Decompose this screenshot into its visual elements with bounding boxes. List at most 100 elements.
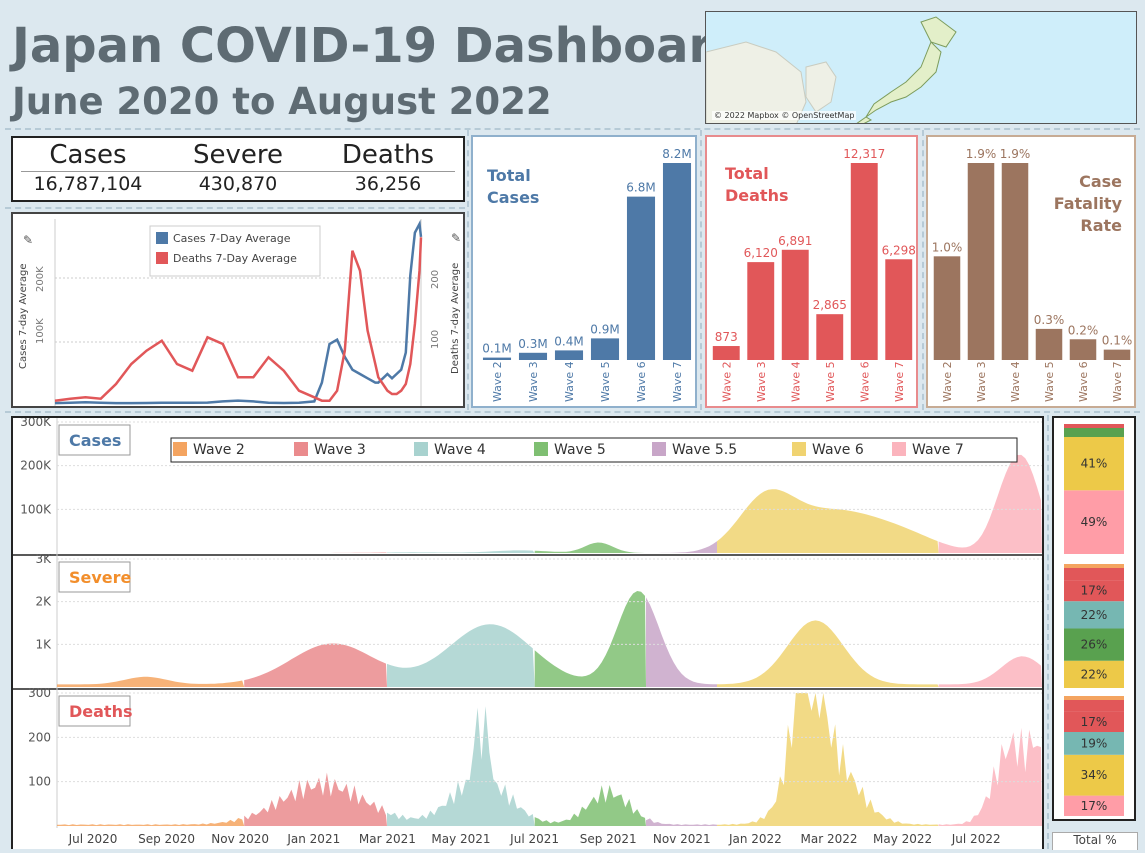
x-tick-label: Jan 2021 — [286, 832, 340, 846]
total-pct-panel[interactable]: 49% 41% 22% 26% 22% 17% 17% 34% 19% 17% — [1052, 416, 1136, 821]
stack-label: 17% — [1081, 584, 1108, 598]
y-tick-label: 300K — [20, 418, 52, 429]
x-tick-label: Wave 2 — [720, 361, 733, 402]
panel-label: Deaths — [69, 702, 133, 721]
bar-value-label: 6,891 — [778, 234, 812, 248]
wave-area — [938, 454, 1042, 553]
wave-area — [938, 656, 1042, 687]
divider — [5, 128, 1140, 130]
wave-area — [244, 552, 387, 553]
legend-swatch — [534, 442, 548, 456]
legend-label: Wave 6 — [812, 442, 864, 458]
legend-swatch — [414, 442, 428, 456]
stack-segment-other — [1064, 696, 1124, 700]
map-svg — [706, 16, 957, 123]
divider — [5, 411, 1140, 413]
stack-label: 22% — [1081, 667, 1108, 681]
legend-label: Wave 5.5 — [672, 442, 737, 458]
stack-label: 19% — [1081, 736, 1108, 750]
x-tick-label: Wave 4 — [789, 361, 802, 402]
legend-label: Wave 3 — [314, 442, 366, 458]
total-cases-chart[interactable]: Total Cases 0.1M Wave 2 0.3M Wave 3 0.4M Wave … — [471, 135, 697, 408]
y-tick-label: 100K — [20, 502, 52, 516]
x-tick-label: Nov 2021 — [653, 832, 711, 846]
stack-label: 49% — [1081, 515, 1108, 529]
bar — [967, 163, 995, 360]
stack-segment — [1064, 795, 1124, 816]
y-axis-label-right: Deaths 7-day Average — [450, 263, 461, 374]
bar — [1001, 163, 1029, 360]
divider — [467, 130, 469, 410]
divider — [5, 207, 465, 209]
bar-value-label: 0.2% — [1068, 323, 1099, 337]
y-axis-label-left: Cases 7-day Average — [18, 264, 29, 369]
y-tick-label: 2K — [35, 595, 52, 609]
stack-segment — [1064, 754, 1124, 796]
legend-swatch — [173, 442, 187, 456]
stack-segment — [1064, 732, 1124, 755]
cfr-svg: 1.0% Wave 2 1.9% Wave 3 1.9% Wave 4 0.3% Wave 5… — [932, 147, 1133, 402]
bar — [554, 350, 584, 360]
bar — [747, 262, 775, 360]
x-tick-label: Wave 4 — [1009, 361, 1022, 402]
x-tick-label: Mar 2021 — [359, 832, 416, 846]
japan-map[interactable]: © 2022 Mapbox © OpenStreetMap — [705, 11, 1137, 124]
y-tick-label: 200K — [20, 459, 52, 473]
x-tick-label: Wave 3 — [527, 361, 540, 402]
stack-label: 41% — [1081, 457, 1108, 471]
panel-label: Cases — [69, 431, 121, 450]
x-tick-label: Wave 7 — [893, 361, 906, 402]
wave-area — [646, 541, 717, 553]
stack-segment — [1064, 437, 1124, 491]
bar — [816, 314, 844, 360]
total-cases-title: Total Cases — [487, 166, 540, 207]
bar-value-label: 0.3% — [1034, 313, 1065, 327]
wave-area — [244, 772, 387, 826]
case-fatality-rate-chart[interactable]: Case Fatality Rate 1.0% Wave 2 1.9% Wave 3 1.9… — [926, 135, 1136, 408]
panel-label-box — [58, 424, 131, 456]
stack-segment — [1064, 628, 1124, 661]
bar-value-label: 0.1% — [1102, 334, 1133, 348]
wave-area — [534, 542, 646, 553]
x-tick-label: Jul 2021 — [509, 832, 559, 846]
bar — [781, 249, 809, 360]
x-tick-label: Wave 5 — [1043, 361, 1056, 402]
bar-value-label: 0.9M — [590, 322, 619, 336]
total-deaths-title: Total Deaths — [725, 164, 789, 205]
bar — [662, 163, 692, 360]
x-tick-label: Wave 2 — [941, 361, 954, 402]
seven-day-average-chart[interactable]: ✎ ✎ Cases 7-day Average Deaths 7-day Ave… — [11, 212, 465, 408]
kpi-panel: Cases 16,787,104 Severe 430,870 Deaths 3… — [11, 136, 465, 202]
cases-line — [54, 219, 423, 405]
bar-value-label: 873 — [715, 330, 738, 344]
wave-area — [387, 550, 535, 553]
bar — [590, 338, 620, 360]
divider — [922, 130, 924, 410]
legend-swatch — [294, 442, 308, 456]
x-tick-label: Wave 3 — [755, 361, 768, 402]
x-tick-label: Sep 2020 — [138, 832, 195, 846]
x-tick-label: Wave 7 — [1111, 361, 1124, 402]
x-tick-label: Wave 3 — [975, 361, 988, 402]
wave-area — [57, 676, 245, 687]
stack-label: 26% — [1081, 638, 1108, 652]
wave-area-chart[interactable]: 100K 200K 300K Cases 1K 2K 3K Severe 100 200 300 De… — [11, 415, 1044, 849]
legend-label: Wave 2 — [193, 442, 245, 458]
y-tick-right: 100 — [430, 330, 441, 349]
bar-value-label: 12,317 — [843, 147, 885, 161]
stack-segment-other — [1064, 424, 1124, 428]
bar — [933, 256, 961, 360]
kpi-deaths-value: 36,256 — [354, 173, 422, 195]
stack-segment — [1064, 490, 1124, 554]
total-deaths-chart[interactable]: Total Deaths 873 Wave 2 6,120 Wave 3 6,891 Wav… — [705, 135, 918, 408]
y-tick-left: 100K — [35, 318, 46, 344]
page-subtitle: June 2020 to August 2022 — [12, 80, 552, 123]
pin-icon: ✎ — [23, 233, 33, 247]
panel-label-box — [58, 561, 131, 593]
y-tick-right: 200 — [430, 270, 441, 289]
stack-segment-other — [1064, 564, 1124, 581]
legend-swatch-cases — [156, 232, 168, 244]
stack-segment — [1064, 601, 1124, 629]
bar-value-label: 6,298 — [882, 243, 916, 257]
total-deaths-svg: 873 Wave 2 6,120 Wave 3 6,891 Wave 4 2,865 Wave… — [712, 147, 916, 402]
